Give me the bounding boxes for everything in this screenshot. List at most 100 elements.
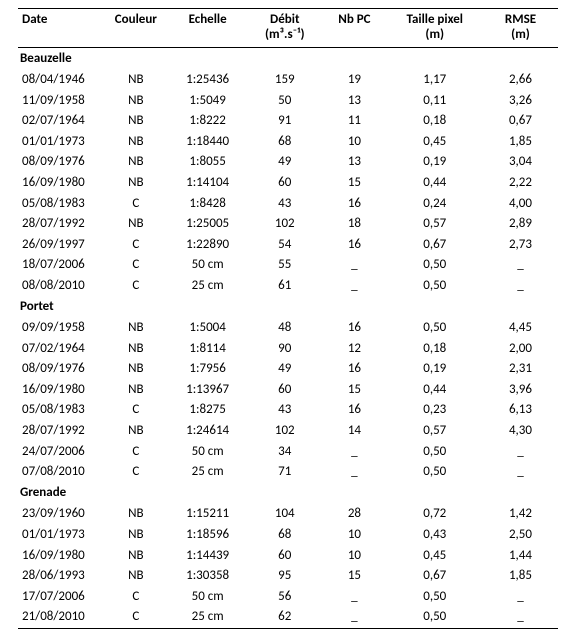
cell-date: 09/09/1958 <box>18 318 104 339</box>
cell-rmse: 2,31 <box>483 359 558 380</box>
header-taille-line2: (m) <box>425 27 444 42</box>
cell-debit: 62 <box>247 607 322 628</box>
cell-nbpc: 12 <box>322 338 386 359</box>
cell-echelle: 1:24614 <box>168 421 247 442</box>
cell-rmse: 4,30 <box>483 421 558 442</box>
cell-couleur: NB <box>104 421 168 442</box>
cell-couleur: NB <box>104 69 168 90</box>
cell-taille: 0,43 <box>387 525 483 546</box>
table-row: 23/09/1960NB1:15211104280,721,42 <box>18 504 558 525</box>
cell-taille: 0,18 <box>387 111 483 132</box>
cell-debit: 49 <box>247 359 322 380</box>
cell-nbpc: 16 <box>322 400 386 421</box>
cell-echelle: 1:8275 <box>168 400 247 421</box>
cell-debit: 34 <box>247 441 322 462</box>
cell-date: 16/09/1980 <box>18 545 104 566</box>
cell-couleur: NB <box>104 111 168 132</box>
cell-debit: 102 <box>247 421 322 442</box>
cell-date: 16/09/1980 <box>18 172 104 193</box>
cell-nbpc: 16 <box>322 193 386 214</box>
cell-taille: 0,18 <box>387 338 483 359</box>
cell-echelle: 50 cm <box>168 586 247 607</box>
table-row: 07/08/2010C25 cm71_0,50_ <box>18 462 558 483</box>
cell-debit: 71 <box>247 462 322 483</box>
cell-nbpc: 19 <box>322 69 386 90</box>
header-date-text: Date <box>22 12 47 27</box>
cell-date: 16/09/1980 <box>18 379 104 400</box>
table-row: 07/02/1964NB1:811490120,182,00 <box>18 338 558 359</box>
cell-debit: 50 <box>247 90 322 111</box>
table-row: 18/07/2006C50 cm55_0,50_ <box>18 255 558 276</box>
cell-date: 26/09/1997 <box>18 234 104 255</box>
cell-rmse: 4,00 <box>483 193 558 214</box>
cell-echelle: 1:18596 <box>168 525 247 546</box>
cell-rmse: 1,85 <box>483 131 558 152</box>
cell-echelle: 50 cm <box>168 441 247 462</box>
cell-date: 24/07/2006 <box>18 441 104 462</box>
col-header-echelle: Echelle <box>168 9 247 48</box>
cell-couleur: C <box>104 400 168 421</box>
table-row: 16/09/1980NB1:1396760150,443,96 <box>18 379 558 400</box>
cell-echelle: 1:18440 <box>168 131 247 152</box>
section-header: Portet <box>18 296 558 318</box>
cell-echelle: 1:7956 <box>168 359 247 380</box>
cell-rmse: 1,44 <box>483 545 558 566</box>
cell-date: 28/06/1993 <box>18 566 104 587</box>
table-row: 28/07/1992NB1:25005102180,572,89 <box>18 214 558 235</box>
cell-echelle: 1:14104 <box>168 172 247 193</box>
cell-debit: 104 <box>247 504 322 525</box>
cell-taille: 0,67 <box>387 566 483 587</box>
cell-couleur: NB <box>104 318 168 339</box>
table-row: 17/07/2006C50 cm56_0,50_ <box>18 586 558 607</box>
cell-debit: 60 <box>247 545 322 566</box>
cell-rmse: _ <box>483 462 558 483</box>
table-row: 26/09/1997C1:2289054160,672,73 <box>18 234 558 255</box>
cell-couleur: NB <box>104 172 168 193</box>
cell-date: 05/08/1983 <box>18 400 104 421</box>
cell-echelle: 1:8114 <box>168 338 247 359</box>
cell-debit: 43 <box>247 193 322 214</box>
cell-debit: 56 <box>247 586 322 607</box>
cell-debit: 60 <box>247 172 322 193</box>
header-taille-line1: Taille pixel <box>407 12 464 27</box>
table-row: 28/06/1993NB1:3035895150,671,85 <box>18 566 558 587</box>
table-row: 16/09/1980NB1:1410460150,442,22 <box>18 172 558 193</box>
cell-rmse: 0,67 <box>483 111 558 132</box>
cell-echelle: 1:25005 <box>168 214 247 235</box>
cell-rmse: 1,85 <box>483 566 558 587</box>
table-row: 11/09/1958NB1:504950130,113,26 <box>18 90 558 111</box>
table-row: 05/08/1983C1:827543160,236,13 <box>18 400 558 421</box>
cell-rmse: 3,96 <box>483 379 558 400</box>
cell-date: 08/08/2010 <box>18 275 104 296</box>
cell-debit: 102 <box>247 214 322 235</box>
cell-rmse: _ <box>483 441 558 462</box>
cell-date: 23/09/1960 <box>18 504 104 525</box>
cell-date: 11/09/1958 <box>18 90 104 111</box>
cell-debit: 54 <box>247 234 322 255</box>
cell-date: 28/07/1992 <box>18 214 104 235</box>
cell-couleur: NB <box>104 525 168 546</box>
col-header-couleur: Couleur <box>104 9 168 48</box>
cell-taille: 0,67 <box>387 234 483 255</box>
cell-couleur: NB <box>104 566 168 587</box>
cell-taille: 0,50 <box>387 607 483 628</box>
cell-nbpc: 28 <box>322 504 386 525</box>
cell-debit: 48 <box>247 318 322 339</box>
header-nbpc-text: Nb PC <box>338 12 370 27</box>
cell-debit: 91 <box>247 111 322 132</box>
cell-taille: 0,50 <box>387 275 483 296</box>
cell-debit: 55 <box>247 255 322 276</box>
cell-date: 01/01/1973 <box>18 131 104 152</box>
cell-rmse: 2,00 <box>483 338 558 359</box>
cell-echelle: 1:25436 <box>168 69 247 90</box>
cell-taille: 0,44 <box>387 379 483 400</box>
header-couleur-text: Couleur <box>115 12 157 27</box>
cell-date: 01/01/1973 <box>18 525 104 546</box>
cell-nbpc: 14 <box>322 421 386 442</box>
cell-couleur: C <box>104 462 168 483</box>
cell-couleur: C <box>104 255 168 276</box>
table-row: 02/07/1964NB1:822291110,180,67 <box>18 111 558 132</box>
cell-rmse: 3,26 <box>483 90 558 111</box>
section-header: Beauzelle <box>18 47 558 69</box>
cell-debit: 68 <box>247 525 322 546</box>
